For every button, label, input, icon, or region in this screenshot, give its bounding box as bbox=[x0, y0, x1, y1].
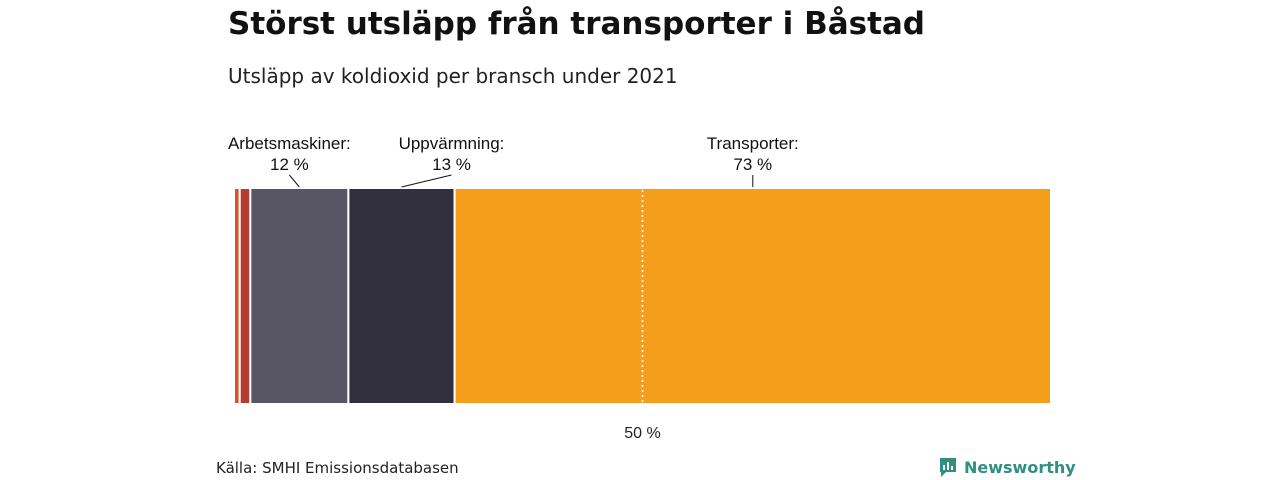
annotation-value-transporter: 73 % bbox=[733, 155, 772, 174]
bar-segment-uppvarmning bbox=[347, 187, 456, 405]
bar-segment-arbetsmaskiner bbox=[249, 187, 350, 405]
newsworthy-logo: Newsworthy bbox=[938, 456, 1076, 478]
reference-line-label: 50 % bbox=[624, 425, 660, 442]
bar-segments bbox=[233, 187, 1052, 405]
chart-subtitle: Utsläpp av koldioxid per bransch under 2… bbox=[228, 64, 678, 88]
annotation-value-arbetsmaskiner: 12 % bbox=[270, 155, 309, 174]
annotation-value-uppvarmning: 13 % bbox=[432, 155, 471, 174]
annotation-label-arbetsmaskiner: Arbetsmaskiner: bbox=[228, 134, 351, 153]
annotation-leader-uppvarmning bbox=[401, 174, 452, 188]
source-note: Källa: SMHI Emissionsdatabasen bbox=[216, 459, 459, 477]
annotation-label-uppvarmning: Uppvärmning: bbox=[399, 134, 505, 153]
newsworthy-icon bbox=[940, 458, 956, 477]
chart-title: Störst utsläpp från transporter i Båstad bbox=[228, 6, 926, 42]
brand-name: Newsworthy bbox=[964, 457, 1076, 477]
annotation-label-transporter: Transporter: bbox=[707, 134, 799, 153]
bar-segment-ovrigt-2 bbox=[238, 187, 252, 405]
bar-segment-transporter bbox=[453, 187, 1052, 405]
annotation-leader-arbetsmaskiner bbox=[288, 174, 300, 188]
